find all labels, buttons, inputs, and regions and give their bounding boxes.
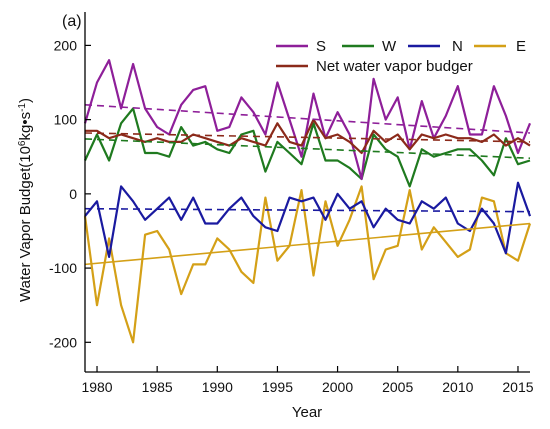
legend: S W N E Net water vapor budger: [276, 38, 526, 75]
trend-line-n: [84, 207, 531, 213]
legend-label-w: W: [382, 38, 397, 55]
y-tick-label: -100: [49, 260, 77, 276]
y-tick-label: 100: [54, 112, 78, 128]
x-tick-label: 1980: [81, 379, 112, 395]
x-ticks: 1980 1985 1990 1995 2000 2005 2010 2015: [81, 366, 534, 395]
y-axis-label-units: kg•s: [17, 112, 34, 141]
y-axis-label-close: ): [17, 98, 34, 103]
x-tick-label: 1995: [262, 379, 293, 395]
legend-label-e: E: [516, 38, 526, 55]
series-line-n: [84, 181, 532, 258]
x-tick-label: 2015: [502, 379, 533, 395]
y-axis-label-sup2: -1: [17, 103, 28, 112]
legend-label-net: Net water vapor budger: [316, 58, 473, 75]
x-tick-label: 2005: [382, 379, 413, 395]
x-tick-label: 1990: [202, 379, 233, 395]
series-line-e: [83, 185, 532, 344]
plot-area: [83, 59, 532, 344]
trend-line-s: [84, 103, 531, 134]
x-tick-label: 2000: [322, 379, 353, 395]
y-ticks: 200 100 0 -100 -200: [49, 37, 91, 350]
y-axis-label: Water Vapor Budget(106kg•s-1): [17, 98, 35, 302]
y-tick-label: 200: [54, 37, 78, 53]
y-tick-label: -200: [49, 334, 77, 350]
legend-label-s: S: [316, 38, 326, 55]
panel-label: (a): [62, 13, 82, 30]
trend-line-e: [84, 222, 531, 266]
legend-label-n: N: [452, 38, 463, 55]
series-line-w: [84, 107, 531, 188]
y-tick-label: 0: [69, 186, 77, 202]
trend-line-net: [84, 132, 531, 143]
x-tick-label: 1985: [142, 379, 173, 395]
x-tick-label: 2010: [442, 379, 473, 395]
trend-line-w: [84, 138, 531, 160]
y-axis-label-main: Water Vapor Budget(10: [17, 146, 34, 302]
series-line-s: [83, 59, 532, 181]
x-axis-label: Year: [292, 404, 322, 421]
y-axis-label-sup: 6: [17, 140, 28, 146]
series-line-net: [85, 118, 531, 155]
